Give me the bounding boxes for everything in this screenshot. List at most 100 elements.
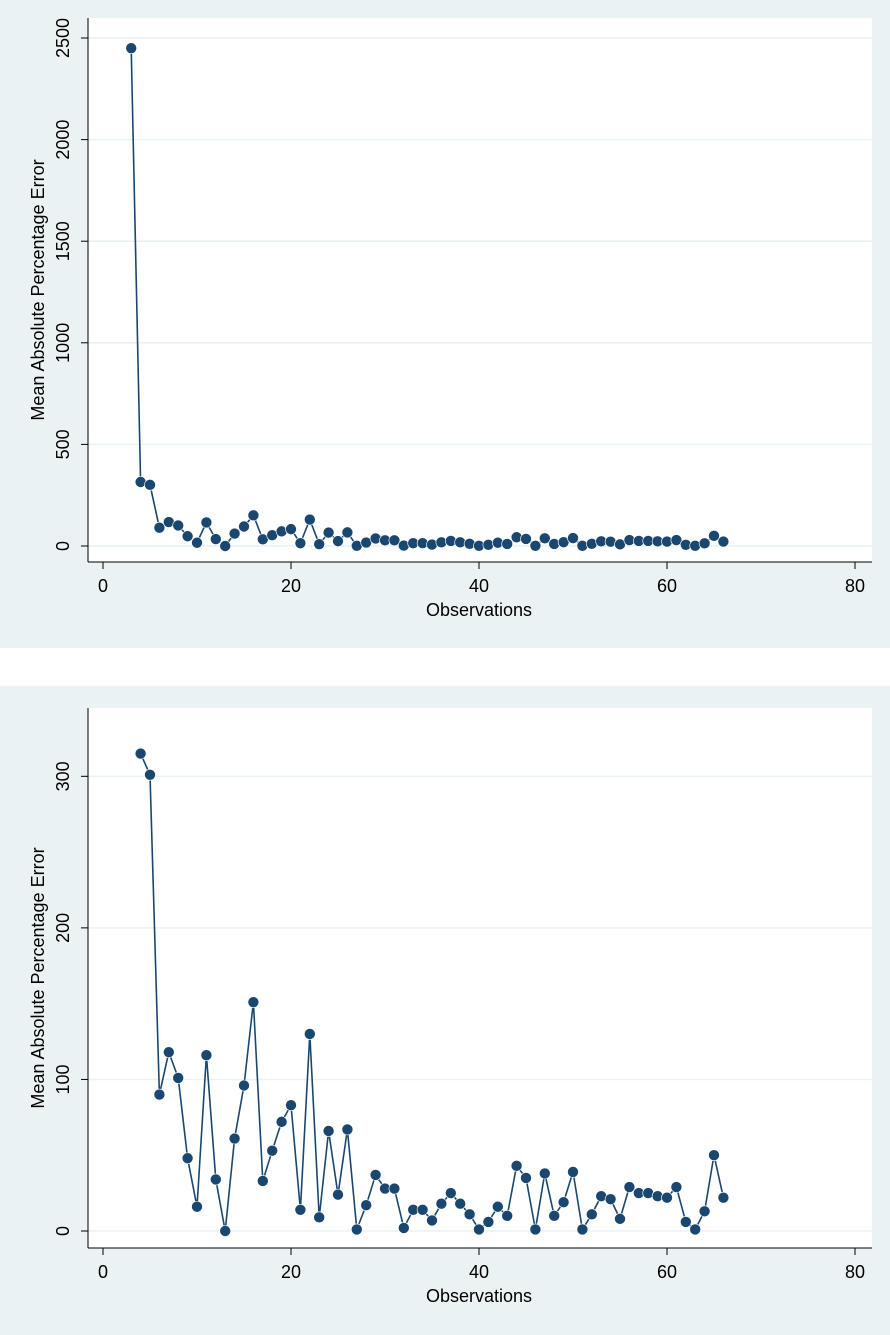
data-point — [247, 509, 260, 522]
data-point — [228, 1132, 241, 1145]
data-point — [294, 1203, 307, 1216]
data-point — [604, 1193, 617, 1205]
data-point — [661, 1191, 673, 1204]
y-tick-label: 2000 — [53, 120, 73, 160]
x-tick-label: 60 — [657, 1262, 677, 1282]
mape-chart-full: 0 500 1000 1500 2000 2500 0 20 40 60 80 Observation… — [28, 18, 872, 620]
data-point — [510, 1160, 523, 1172]
data-point — [266, 1144, 279, 1157]
data-point — [717, 535, 730, 548]
data-point — [623, 1181, 636, 1193]
data-point — [369, 1169, 382, 1181]
data-point — [332, 535, 344, 547]
data-point — [219, 1225, 231, 1237]
data-point — [576, 1223, 589, 1236]
data-point — [210, 533, 222, 545]
y-tick-label: 200 — [53, 913, 73, 943]
data-point — [172, 1072, 184, 1084]
data-point — [238, 1079, 250, 1092]
plot-area — [88, 18, 872, 562]
y-tick-label: 300 — [53, 761, 73, 791]
data-point — [698, 537, 711, 550]
data-point — [303, 513, 316, 526]
data-point — [482, 538, 495, 551]
data-point — [228, 527, 241, 540]
data-point — [275, 1116, 288, 1128]
data-point — [670, 1181, 683, 1193]
data-point — [708, 1149, 720, 1162]
data-point — [491, 1200, 504, 1213]
data-point — [708, 530, 720, 542]
data-point — [238, 520, 250, 533]
data-point — [679, 1216, 692, 1228]
data-point — [397, 1222, 410, 1234]
data-point — [585, 1208, 598, 1221]
data-point — [191, 536, 203, 549]
y-tick-label: 1500 — [53, 221, 73, 261]
data-point — [163, 1046, 175, 1058]
y-tick-label: 2500 — [53, 18, 73, 58]
data-point — [698, 1205, 711, 1218]
data-point — [144, 479, 156, 491]
data-point — [322, 526, 335, 539]
x-tick-label: 0 — [98, 1262, 108, 1282]
x-tick-label: 60 — [657, 576, 677, 596]
data-point — [210, 1173, 222, 1186]
data-point — [538, 532, 551, 545]
data-point — [350, 1223, 363, 1236]
x-tick-label: 0 — [98, 576, 108, 596]
y-axis-title: Mean Absolute Percentage Error — [28, 847, 48, 1108]
y-tick-label: 0 — [53, 1226, 73, 1236]
data-point — [313, 1211, 326, 1224]
data-point — [153, 1088, 166, 1101]
data-point — [614, 1213, 626, 1225]
data-point — [341, 1123, 354, 1136]
y-axis-title: Mean Absolute Percentage Error — [28, 159, 48, 420]
chart-panel-top: 0 500 1000 1500 2000 2500 0 20 40 60 80 Observation… — [0, 0, 890, 648]
chart-panel-bottom: 0 100 200 300 0 20 40 60 80 Observations Mean Abso… — [0, 686, 890, 1335]
plot-area — [88, 708, 872, 1248]
y-tick-label: 500 — [53, 429, 73, 459]
data-point — [285, 523, 297, 535]
data-point — [501, 538, 514, 550]
data-point — [191, 1200, 203, 1213]
data-point — [520, 533, 532, 545]
data-point — [144, 768, 156, 781]
data-point — [181, 530, 194, 543]
x-tick-label: 80 — [845, 1262, 865, 1282]
data-point — [388, 534, 401, 547]
x-tick-label: 40 — [469, 1262, 489, 1282]
data-point — [303, 1028, 316, 1040]
data-point — [538, 1167, 551, 1180]
data-point — [313, 538, 326, 550]
data-point — [426, 1214, 438, 1227]
x-axis-title: Observations — [426, 1286, 532, 1306]
data-point — [322, 1125, 335, 1137]
data-point — [717, 1191, 730, 1204]
data-point — [444, 1187, 457, 1199]
data-point — [125, 42, 137, 54]
x-tick-label: 20 — [281, 1262, 301, 1282]
mape-chart-zoomed: 0 100 200 300 0 20 40 60 80 Observations Mean Abso… — [28, 708, 872, 1306]
data-point — [548, 1210, 561, 1222]
data-point — [548, 538, 561, 550]
data-point — [482, 1216, 495, 1228]
data-point — [134, 747, 147, 760]
data-point — [689, 1223, 702, 1236]
data-point — [454, 1197, 467, 1210]
data-point — [557, 1196, 570, 1209]
data-point — [200, 516, 213, 529]
data-point — [219, 540, 231, 552]
data-point — [369, 532, 382, 545]
y-tick-label: 1000 — [53, 323, 73, 363]
data-point — [473, 1223, 485, 1236]
data-point — [153, 521, 166, 534]
data-point — [200, 1049, 213, 1061]
data-point — [416, 1203, 429, 1216]
data-point — [181, 1152, 194, 1165]
data-point — [360, 1199, 373, 1212]
x-tick-label: 20 — [281, 576, 301, 596]
data-point — [247, 996, 260, 1008]
x-axis-title: Observations — [426, 600, 532, 620]
data-point — [567, 532, 579, 544]
